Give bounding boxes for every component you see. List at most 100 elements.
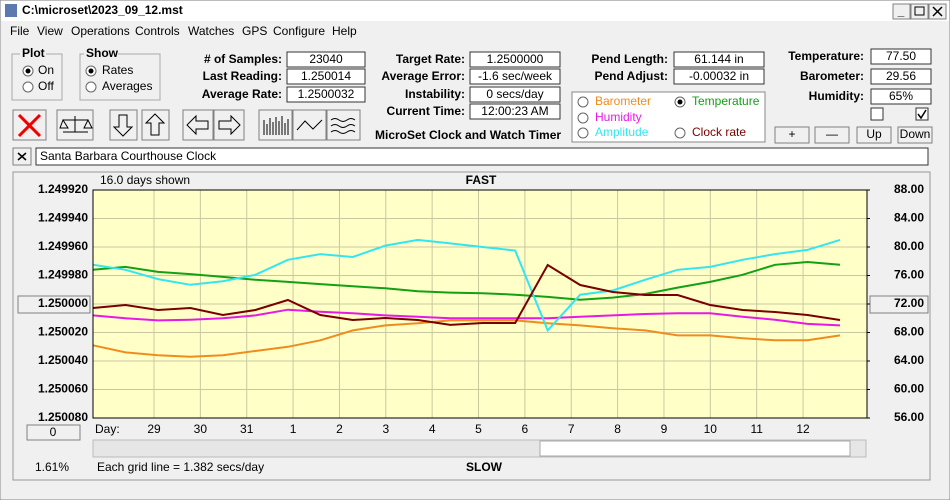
x-tick-label: 1 xyxy=(290,422,297,436)
field-label: Pend Length: xyxy=(591,52,668,66)
button-label: Up xyxy=(866,127,882,141)
button-label: — xyxy=(826,127,838,141)
group-title-bg xyxy=(84,48,118,60)
field-value: -0.00032 in xyxy=(689,69,749,83)
field-label: Pend Adjust: xyxy=(594,69,668,83)
footnote: Each grid line = 1.382 secs/day xyxy=(97,460,264,474)
field-box xyxy=(673,68,765,85)
radio[interactable] xyxy=(22,81,34,93)
x-tick-label: 5 xyxy=(475,422,482,436)
menu-item[interactable]: GPS xyxy=(242,24,267,38)
menu-item[interactable]: File xyxy=(10,24,30,38)
y-tick-label: 1.249940 xyxy=(38,211,88,225)
maximize-button[interactable] xyxy=(910,3,929,20)
x-tick-label: 7 xyxy=(568,422,575,436)
y2-tick-label: 80.00 xyxy=(894,239,924,253)
scrollbar-thumb[interactable] xyxy=(539,440,851,457)
field-label: Temperature: xyxy=(788,49,864,63)
series-line xyxy=(92,308,841,327)
field-label: Instability: xyxy=(405,87,465,101)
field-label: Target Rate: xyxy=(396,52,465,66)
legend-label: Temperature xyxy=(692,94,760,108)
x-tick-label: 29 xyxy=(147,422,161,436)
field-box xyxy=(673,51,765,68)
radio-label: Rates xyxy=(102,63,133,77)
y-tick-label: 1.249960 xyxy=(38,239,88,253)
menu-item[interactable]: Configure xyxy=(273,24,325,38)
plot-border xyxy=(92,189,868,419)
legend-radio[interactable] xyxy=(577,96,589,108)
chart-title: FAST xyxy=(466,173,497,187)
legend-radio[interactable] xyxy=(577,127,589,139)
x-tick-label: 4 xyxy=(429,422,436,436)
button[interactable] xyxy=(814,126,850,144)
field-label: # of Samples: xyxy=(204,52,282,66)
radio[interactable] xyxy=(85,81,97,93)
start-button[interactable] xyxy=(26,424,81,441)
radio-label: Off xyxy=(38,79,54,93)
field-box xyxy=(870,48,932,65)
x-tick-label: 3 xyxy=(382,422,389,436)
button[interactable] xyxy=(897,126,933,144)
field-label: Barometer: xyxy=(800,69,864,83)
field-value: 65% xyxy=(889,89,913,103)
radio-dot xyxy=(88,68,94,74)
menu-item[interactable]: View xyxy=(37,24,63,38)
radio-label: On xyxy=(38,63,54,77)
minimize-glyph: _ xyxy=(897,4,905,18)
y2-tick-label: 76.00 xyxy=(894,268,924,282)
field-value: 29.56 xyxy=(886,69,916,83)
x-tick-label: 31 xyxy=(240,422,254,436)
menu-item[interactable]: Help xyxy=(332,24,357,38)
button-label: Down xyxy=(900,127,931,141)
y2-tick-label: 60.00 xyxy=(894,382,924,396)
rate-button[interactable] xyxy=(17,295,91,314)
show-group xyxy=(79,53,161,101)
series-line xyxy=(92,319,841,358)
legend-radio[interactable] xyxy=(577,112,589,124)
group-title: Show xyxy=(86,46,119,60)
button[interactable] xyxy=(856,126,892,144)
menu-item[interactable]: Controls xyxy=(135,24,180,38)
waves-icon xyxy=(330,118,356,134)
field-box xyxy=(870,68,932,85)
window-title: C:\microset\2023_09_12.mst xyxy=(22,3,183,17)
checkmark xyxy=(917,109,927,120)
checkbox[interactable] xyxy=(915,107,929,121)
legend-label: Humidity xyxy=(595,110,642,124)
left-icon xyxy=(186,114,209,136)
title-bar xyxy=(1,1,949,21)
checkbox[interactable] xyxy=(870,107,884,121)
chart-bottom-title: SLOW xyxy=(466,460,503,474)
up-icon xyxy=(144,113,166,136)
field-value: 1.2500000 xyxy=(487,52,544,66)
maximize-glyph xyxy=(914,6,925,16)
radio-dot xyxy=(25,68,31,74)
minimize-button[interactable] xyxy=(892,3,911,20)
right-icon xyxy=(218,114,241,136)
legend-label: Clock rate xyxy=(692,125,746,139)
app-name: MicroSet Clock and Watch Timer xyxy=(375,128,561,142)
legend-radio[interactable] xyxy=(674,127,686,139)
y-tick-label: 1.249980 xyxy=(38,268,88,282)
field-box xyxy=(469,103,561,120)
y-tick-label: 1.250000 xyxy=(38,296,88,310)
field-value: 61.144 in xyxy=(694,52,743,66)
field-value: 12:00:23 AM xyxy=(481,104,548,118)
x-tick-label: 11 xyxy=(750,422,763,436)
field-value: 1.250014 xyxy=(301,69,351,83)
group-title-bg xyxy=(20,48,46,60)
button[interactable] xyxy=(774,126,810,144)
y-tick-label: 1.250060 xyxy=(38,382,88,396)
x-tick-label: 12 xyxy=(796,422,810,436)
y2-tick-label: 56.00 xyxy=(894,410,924,424)
menu-item[interactable]: Watches xyxy=(188,24,234,38)
stop-icon xyxy=(17,113,42,138)
menu-item[interactable]: Operations xyxy=(71,24,130,38)
field-box xyxy=(870,88,932,105)
x-tick-label: 9 xyxy=(661,422,668,436)
series-line xyxy=(92,263,841,326)
clock-name-field[interactable] xyxy=(35,147,929,166)
bars-icon xyxy=(263,116,289,135)
